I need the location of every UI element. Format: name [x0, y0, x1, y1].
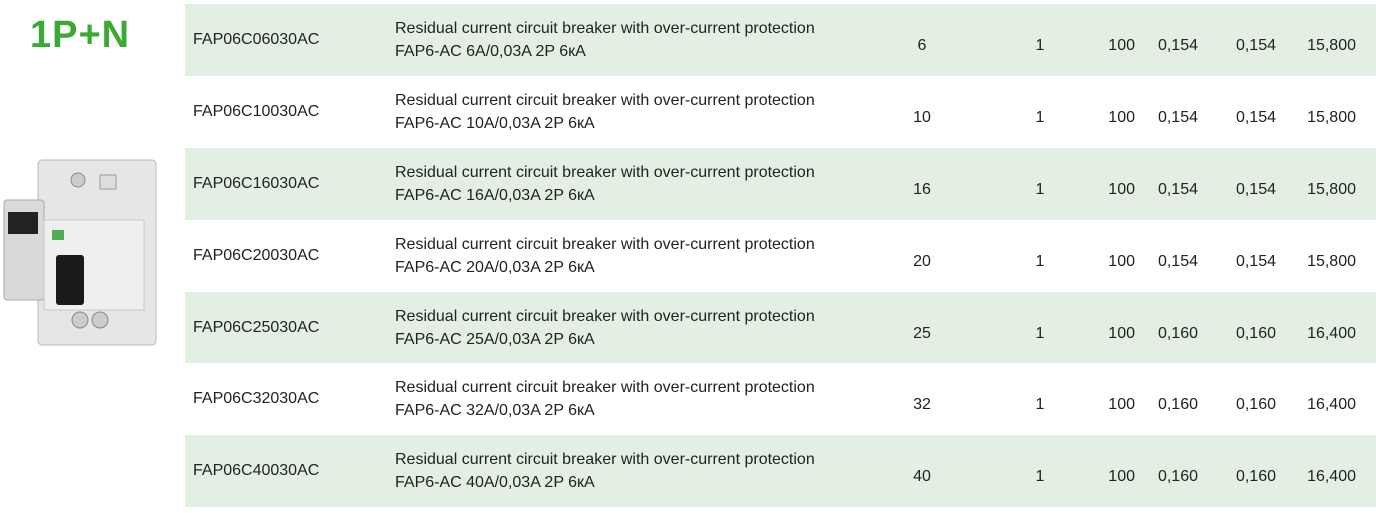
- description: Residual current circuit breaker with ov…: [395, 220, 820, 292]
- table-cell: 0,154: [1135, 4, 1198, 82]
- table-cell: 20: [882, 220, 962, 298]
- description: Residual current circuit breaker with ov…: [395, 76, 820, 148]
- table-cell: 15,800: [1280, 148, 1356, 226]
- table-cell: 32: [882, 364, 962, 442]
- table-cell: 0,160: [1205, 435, 1276, 513]
- table-cell: 0,154: [1135, 76, 1198, 154]
- product-code: FAP06C10030AC: [193, 76, 393, 148]
- table-cell: 16: [882, 148, 962, 226]
- product-code: FAP06C16030AC: [193, 148, 393, 220]
- table-cell: 6: [882, 4, 962, 82]
- table-cell: 40: [882, 435, 962, 513]
- table-cell: 100: [1065, 364, 1135, 442]
- table-cell: 0,154: [1205, 220, 1276, 298]
- product-image: [0, 150, 165, 360]
- table-cell: 0,160: [1205, 292, 1276, 370]
- table-cell: 0,154: [1135, 220, 1198, 298]
- table-cell: 0,160: [1135, 435, 1198, 513]
- table-cell: 0,154: [1205, 4, 1276, 82]
- table-cell: 100: [1065, 220, 1135, 298]
- product-code: FAP06C06030AC: [193, 4, 393, 76]
- heading: 1P+N: [30, 14, 130, 57]
- description: Residual current circuit breaker with ov…: [395, 4, 820, 76]
- table-cell: 0,154: [1205, 148, 1276, 226]
- table-cell: 16,400: [1280, 292, 1356, 370]
- description: Residual current circuit breaker with ov…: [395, 148, 820, 220]
- product-code: FAP06C32030AC: [193, 364, 393, 436]
- table-cell: 100: [1065, 76, 1135, 154]
- table-cell: 100: [1065, 435, 1135, 513]
- table-cell: 25: [882, 292, 962, 370]
- product-code: FAP06C20030AC: [193, 220, 393, 292]
- table-cell: 0,154: [1135, 148, 1198, 226]
- description: Residual current circuit breaker with ov…: [395, 364, 820, 436]
- table-cell: 15,800: [1280, 4, 1356, 82]
- table-cell: 0,160: [1135, 292, 1198, 370]
- table-cell: 100: [1065, 4, 1135, 82]
- description: Residual current circuit breaker with ov…: [395, 435, 820, 507]
- table-cell: 100: [1065, 292, 1135, 370]
- table-cell: 0,160: [1205, 364, 1276, 442]
- description: Residual current circuit breaker with ov…: [395, 292, 820, 364]
- product-code: FAP06C40030AC: [193, 435, 393, 507]
- table-cell: 16,400: [1280, 364, 1356, 442]
- table-cell: 100: [1065, 148, 1135, 226]
- table-cell: 16,400: [1280, 435, 1356, 513]
- table-cell: 0,160: [1135, 364, 1198, 442]
- product-code: FAP06C25030AC: [193, 292, 393, 364]
- table-cell: 15,800: [1280, 220, 1356, 298]
- table-cell: 10: [882, 76, 962, 154]
- table-cell: 15,800: [1280, 76, 1356, 154]
- table-cell: 0,154: [1205, 76, 1276, 154]
